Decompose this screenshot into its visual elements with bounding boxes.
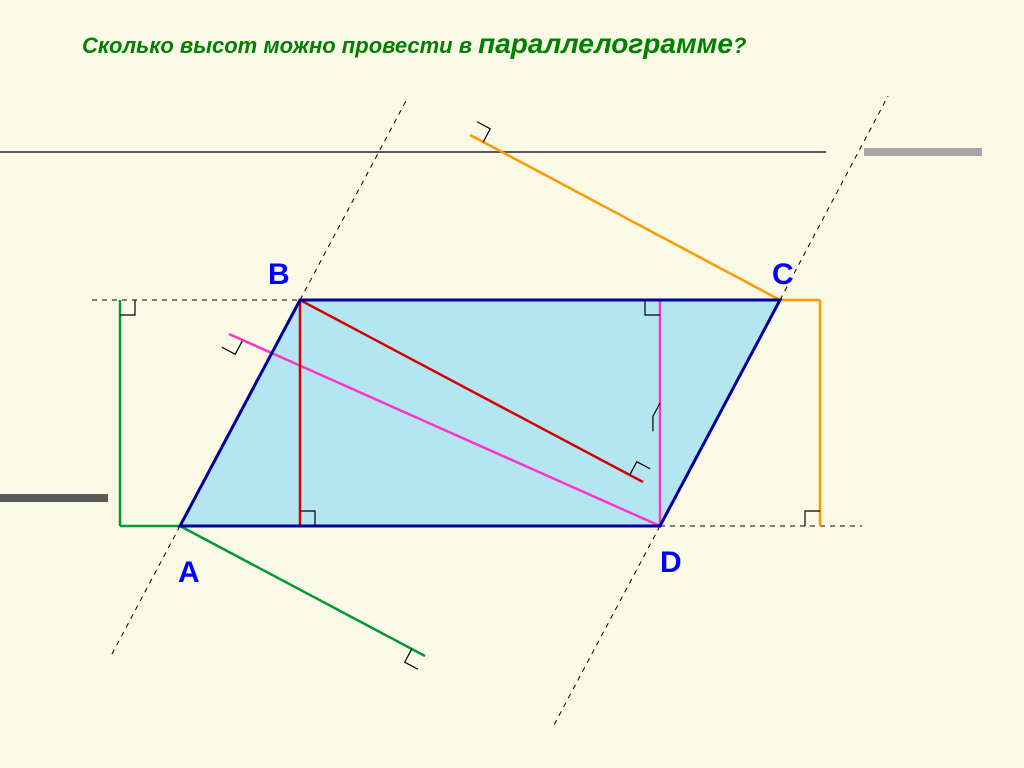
slide-background: Сколько высот можно провести в параллело… <box>0 0 1024 768</box>
vertex-label-d: D <box>660 546 682 580</box>
vertex-label-b: B <box>268 258 290 292</box>
vertex-label-c: C <box>772 258 794 292</box>
vertex-label-a: A <box>178 556 200 590</box>
diagram-svg <box>0 0 1024 768</box>
